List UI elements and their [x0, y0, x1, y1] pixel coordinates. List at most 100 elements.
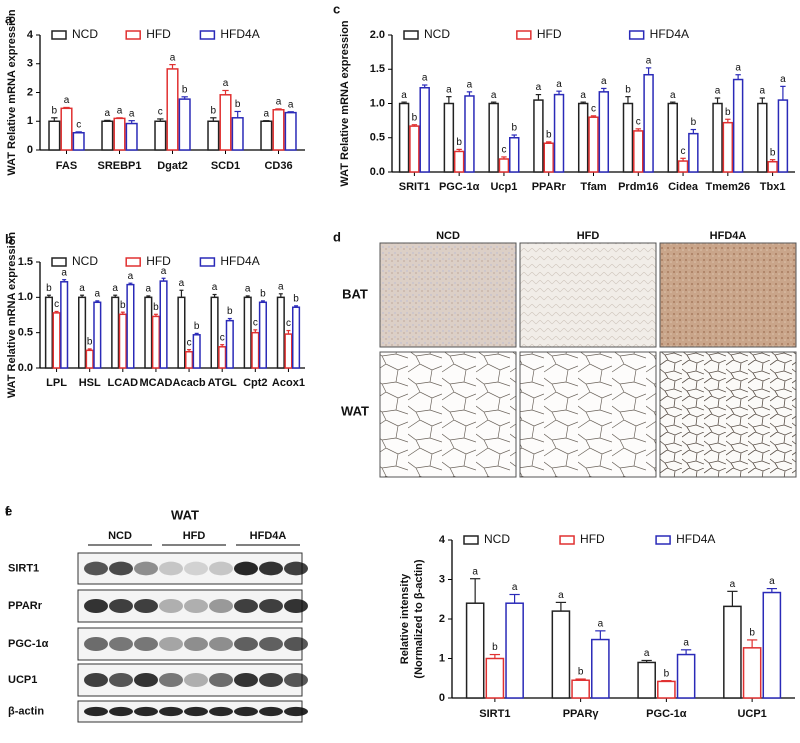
legend-label: HFD4A [220, 27, 259, 41]
significance-letter: c [681, 146, 686, 157]
significance-letter: b [412, 112, 418, 123]
bar [178, 98, 191, 151]
bar [464, 95, 475, 173]
y-axis-label: WAT Relative mRNA expression [6, 9, 18, 176]
bar [243, 296, 252, 369]
significance-letter: b [546, 130, 552, 141]
bar [777, 99, 789, 173]
x-tick-label: PPARr [532, 181, 567, 193]
row-label: PGC-1α [8, 638, 49, 650]
y-axis-label: Relative intensity [399, 573, 411, 664]
legend-swatch [125, 257, 141, 267]
x-tick-label: UCP1 [737, 708, 766, 720]
significance-letter: a [129, 108, 135, 119]
bar [571, 679, 590, 699]
bar [48, 120, 61, 151]
significance-letter: b [46, 283, 52, 294]
significance-letter: b [770, 147, 776, 158]
blot-band [184, 598, 208, 614]
significance-letter: c [76, 120, 81, 131]
bar [588, 116, 599, 173]
significance-letter: b [194, 321, 200, 332]
row-label: β-actin [8, 705, 44, 717]
significance-letter: b [492, 642, 498, 653]
significance-letter: b [456, 137, 462, 148]
bar [453, 150, 465, 173]
group-label: HFD [183, 530, 206, 542]
significance-letter: b [120, 300, 126, 311]
blot-band [134, 598, 158, 614]
blot-band [84, 561, 108, 576]
legend-swatch [199, 30, 216, 40]
bar [185, 350, 194, 369]
significance-letter: c [158, 107, 163, 118]
legend-label: NCD [72, 27, 98, 41]
x-tick-label: LPL [46, 377, 67, 389]
bar [622, 102, 634, 173]
legend-label: HFD4A [676, 532, 715, 546]
bar [219, 94, 232, 151]
bar [291, 306, 301, 369]
row-label: BAT [342, 286, 368, 301]
blot-band [284, 706, 308, 717]
panel-letter: f [5, 503, 10, 518]
significance-letter: b [749, 628, 755, 639]
blot-band [84, 636, 108, 652]
bar [505, 602, 524, 699]
y-tick-label: 1 [439, 652, 445, 664]
bar [688, 132, 699, 173]
y-tick-label: 2.0 [370, 29, 385, 41]
bar [44, 296, 54, 369]
y-tick-label: 1.5 [18, 256, 33, 268]
significance-letter: a [401, 90, 407, 101]
significance-letter: a [212, 282, 218, 293]
significance-letter: a [161, 266, 167, 277]
blot-band [259, 706, 283, 717]
bar [677, 160, 689, 173]
significance-letter: c [220, 332, 225, 343]
blot-band [234, 561, 258, 576]
blot-band [184, 672, 208, 688]
bar [111, 296, 120, 369]
column-header: NCD [436, 230, 460, 242]
bar [144, 296, 153, 369]
bar [657, 680, 676, 699]
significance-letter: a [558, 590, 564, 601]
blot-band [84, 598, 108, 614]
panel-letter: d [333, 229, 341, 244]
x-tick-label: SCD1 [211, 160, 240, 172]
bar [732, 78, 744, 173]
bar [126, 283, 135, 369]
bar [72, 132, 85, 151]
bar [485, 657, 505, 699]
significance-letter: a [288, 99, 294, 110]
x-tick-label: PPARγ [563, 708, 600, 720]
bar [409, 125, 420, 173]
bar [154, 120, 167, 151]
histology-image [519, 242, 657, 348]
significance-letter: a [170, 52, 176, 63]
legend-swatch [51, 257, 67, 267]
significance-letter: c [187, 337, 192, 348]
legend-label: HFD [146, 27, 171, 41]
significance-letter: b [664, 668, 670, 679]
y-tick-label: 1.0 [370, 97, 385, 109]
y-tick-label: 0.5 [370, 132, 385, 144]
bar [722, 121, 734, 173]
histology-image [519, 351, 657, 478]
x-tick-label: Acacb [173, 377, 206, 389]
bar [207, 120, 220, 151]
blot-band [184, 636, 208, 652]
bar [258, 301, 267, 369]
significance-letter: b [511, 123, 517, 134]
x-tick-label: Tbx1 [760, 181, 786, 193]
y-tick-label: 2 [439, 613, 445, 625]
blot-band [284, 672, 308, 688]
y-tick-label: 4 [439, 534, 446, 546]
blot-band [159, 672, 183, 688]
x-tick-label: Acox1 [272, 377, 305, 389]
blot-band [109, 672, 133, 688]
significance-letter: b [235, 99, 241, 110]
x-tick-label: Cidea [668, 181, 699, 193]
